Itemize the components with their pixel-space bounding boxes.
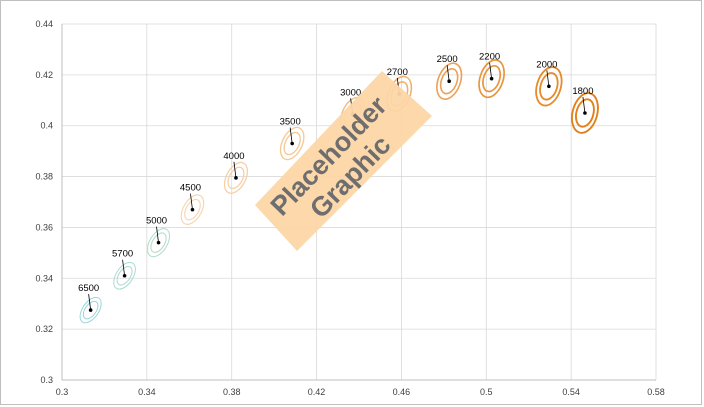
inner-ellipse (227, 166, 245, 190)
y-tick-label: 0.34 (35, 273, 53, 283)
y-tick-label: 0.38 (35, 172, 53, 182)
cct-label: 3000 (340, 87, 361, 98)
ellipse-point: 1800 (570, 86, 599, 134)
outer-ellipse (180, 194, 205, 225)
data-point-marker (290, 141, 294, 146)
data-point-marker (88, 308, 93, 312)
data-point-marker (547, 84, 551, 89)
placeholder-graphic-banner (255, 71, 432, 251)
outer-ellipse (478, 59, 505, 99)
cct-label: 4000 (223, 151, 244, 162)
inner-ellipse (575, 98, 595, 128)
inner-ellipse (82, 300, 99, 320)
label-leader-line (489, 62, 492, 79)
x-tick-label: 0.58 (647, 387, 665, 397)
axis-lines (61, 24, 656, 381)
label-leader-line (546, 70, 550, 87)
y-tick-label: 0.42 (35, 70, 53, 80)
label-leader-line (88, 294, 92, 311)
label-leader-line (233, 161, 237, 178)
grid-lines (62, 23, 657, 380)
y-tick-label: 0.4 (40, 121, 53, 131)
ellipse-point: 2200 (478, 52, 505, 99)
data-point-marker (122, 273, 127, 278)
ellipse-point: 4000 (223, 151, 249, 194)
cct-label: 5000 (146, 216, 167, 227)
data-point-marker (447, 79, 451, 84)
ellipse-point: 3500 (279, 117, 305, 161)
outer-ellipse (223, 161, 249, 194)
x-tick-label: 0.38 (223, 387, 241, 397)
x-tick-label: 0.46 (393, 387, 411, 397)
cct-label: 4500 (180, 183, 201, 194)
x-tick-label: 0.54 (562, 387, 580, 397)
y-tick-label: 0.32 (35, 324, 53, 334)
data-point-marker (489, 76, 494, 81)
label-leader-line (289, 127, 293, 144)
x-tick-label: 0.34 (138, 387, 156, 397)
cct-label: 6500 (78, 283, 99, 294)
data-point-marker (156, 240, 161, 245)
x-tick-label: 0.3 (56, 387, 69, 397)
cct-label: 5700 (112, 249, 133, 260)
cct-label: 2500 (437, 54, 458, 65)
ellipse-point: 5000 (146, 216, 171, 258)
label-leader-line (156, 226, 159, 243)
outer-ellipse (535, 66, 563, 107)
inner-ellipse (482, 64, 502, 93)
outer-ellipse (279, 126, 305, 161)
outer-ellipse (79, 296, 102, 324)
inner-ellipse (439, 68, 459, 95)
inner-ellipse (283, 131, 301, 156)
inner-ellipse (539, 72, 559, 101)
ellipse-point: 5700 (112, 249, 136, 290)
cct-label: 2700 (387, 67, 408, 78)
cct-label: 1800 (572, 86, 593, 97)
y-tick-label: 0.44 (35, 19, 53, 29)
cct-label: 3500 (280, 117, 301, 128)
inner-ellipse (116, 266, 133, 286)
label-leader-line (122, 259, 125, 276)
outer-ellipse (146, 228, 171, 258)
ellipse-series: 6500 5700 5000 4500 4000 3500 3000 2700 2500 2200… (78, 52, 599, 324)
data-point-marker (190, 207, 195, 212)
x-tick-label: 0.5 (480, 387, 493, 397)
cct-label: 2000 (536, 59, 557, 70)
ellipse-point: 4500 (180, 183, 205, 225)
ellipse-point: 2000 (535, 59, 563, 107)
x-tick-labels: 0.3 0.34 0.38 0.42 0.46 0.5 0.54 0.58 (56, 387, 665, 397)
x-tick-label: 0.42 (308, 387, 326, 397)
data-point-marker (234, 176, 238, 180)
label-leader-line (190, 193, 193, 210)
ellipse-point: 2500 (436, 54, 463, 100)
data-point-marker (583, 111, 587, 115)
y-tick-label: 0.3 (40, 375, 53, 385)
label-leader-line (582, 96, 586, 114)
label-leader-line (446, 65, 450, 82)
outer-ellipse (113, 261, 136, 290)
outer-ellipse (436, 62, 463, 100)
inner-ellipse (184, 198, 201, 221)
ellipse-point: 6500 (78, 283, 102, 324)
cct-label: 2200 (479, 52, 500, 63)
outer-ellipse (570, 92, 599, 134)
y-tick-label: 0.36 (35, 222, 53, 232)
inner-ellipse (150, 232, 167, 253)
y-tick-labels: 0.3 0.32 0.34 0.36 0.38 0.4 0.42 0.44 (35, 19, 53, 385)
